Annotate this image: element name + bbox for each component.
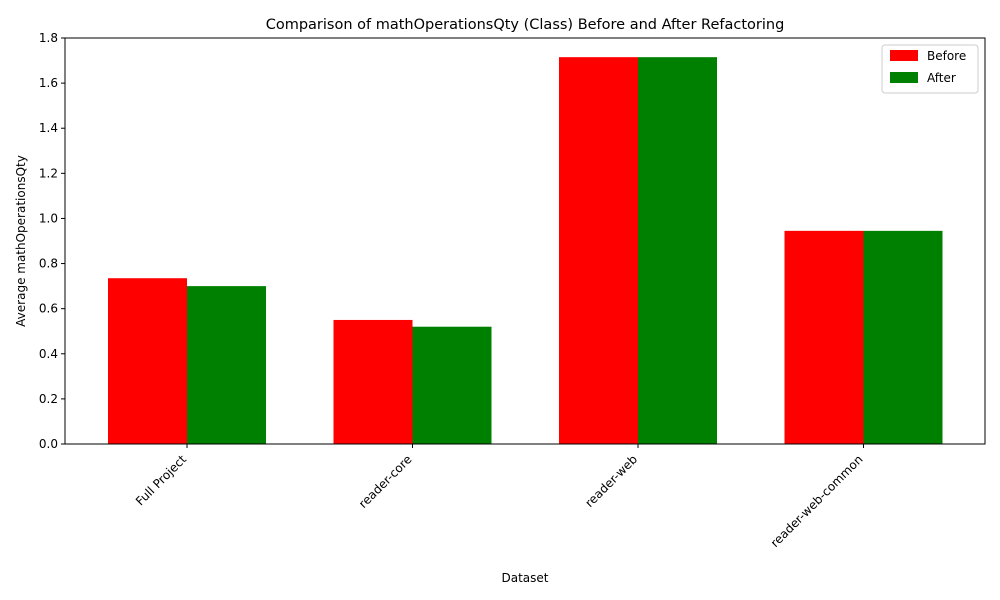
- x-tick-label: Full Project: [133, 452, 189, 508]
- bar-after-reader-core: [412, 326, 492, 444]
- y-tick-label: 0.8: [39, 257, 58, 271]
- y-tick-label: 0.6: [39, 302, 58, 316]
- bar-before-reader-core: [333, 319, 413, 444]
- chart-title: Comparison of mathOperationsQty (Class) …: [266, 17, 785, 33]
- y-tick-label: 0.0: [39, 437, 58, 451]
- y-tick-label: 1.2: [39, 166, 58, 180]
- legend-swatch-after: [890, 72, 918, 83]
- y-tick-label: 1.6: [39, 76, 58, 90]
- bar-after-full-project: [187, 286, 266, 444]
- x-tick-label: reader-core: [356, 452, 415, 511]
- x-axis-label: Dataset: [502, 571, 549, 585]
- legend-swatch-before: [890, 50, 918, 61]
- y-tick-label: 0.2: [39, 392, 58, 406]
- legend-label-after: After: [927, 71, 956, 85]
- x-axis: Full Project reader-core reader-web reader-…: [133, 444, 866, 550]
- bar-before-reader-web-common: [784, 230, 864, 444]
- y-tick-label: 0.4: [39, 347, 58, 361]
- bar-before-reader-web: [559, 57, 638, 445]
- y-tick-label: 1.0: [39, 211, 58, 225]
- x-tick-label: reader-web-common: [768, 452, 866, 550]
- bar-after-reader-web: [638, 57, 717, 445]
- legend-label-before: Before: [927, 49, 966, 63]
- y-tick-label: 1.4: [39, 121, 58, 135]
- y-axis: 0.0 0.2 0.4 0.6 0.8 1.0 1.2 1.4 1.6 1.8: [39, 31, 65, 451]
- y-tick-label: 1.8: [39, 31, 58, 45]
- bars-layer: [108, 57, 943, 445]
- bar-after-reader-web-common: [863, 230, 943, 444]
- x-tick-label: reader-web: [582, 452, 640, 510]
- legend: Before After: [881, 44, 979, 94]
- bar-before-full-project: [108, 278, 187, 444]
- y-axis-label: Average mathOperationsQty: [14, 155, 28, 327]
- plot-frame: [64, 37, 986, 445]
